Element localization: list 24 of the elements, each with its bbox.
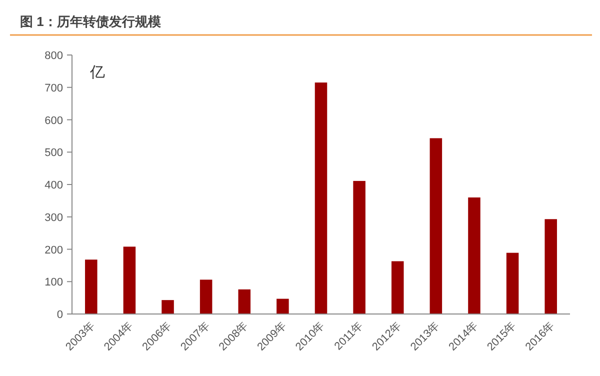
y-tick-label: 400	[44, 180, 63, 192]
bar	[544, 219, 557, 314]
bar	[506, 252, 519, 314]
bar	[430, 138, 442, 314]
bar	[200, 280, 212, 314]
bar	[162, 300, 174, 314]
y-tick-label: 700	[44, 82, 63, 94]
y-tick-label: 500	[44, 147, 63, 160]
bar	[353, 180, 366, 314]
bar	[468, 197, 480, 314]
bar	[238, 289, 251, 314]
bar	[314, 82, 328, 314]
y-tick-label: 0	[56, 309, 63, 321]
y-tick-label: 600	[44, 114, 63, 127]
y-tick-label: 300	[44, 212, 63, 224]
y-tick-label: 100	[44, 276, 63, 289]
annotation: 亿	[89, 64, 105, 81]
bar	[123, 246, 136, 314]
y-tick-label: 800	[44, 50, 63, 62]
bar	[85, 260, 98, 314]
chart-title: 图 1：历年转债发行规模	[20, 14, 161, 29]
bar	[391, 261, 404, 314]
bar	[276, 298, 289, 314]
y-tick-label: 200	[44, 244, 63, 256]
